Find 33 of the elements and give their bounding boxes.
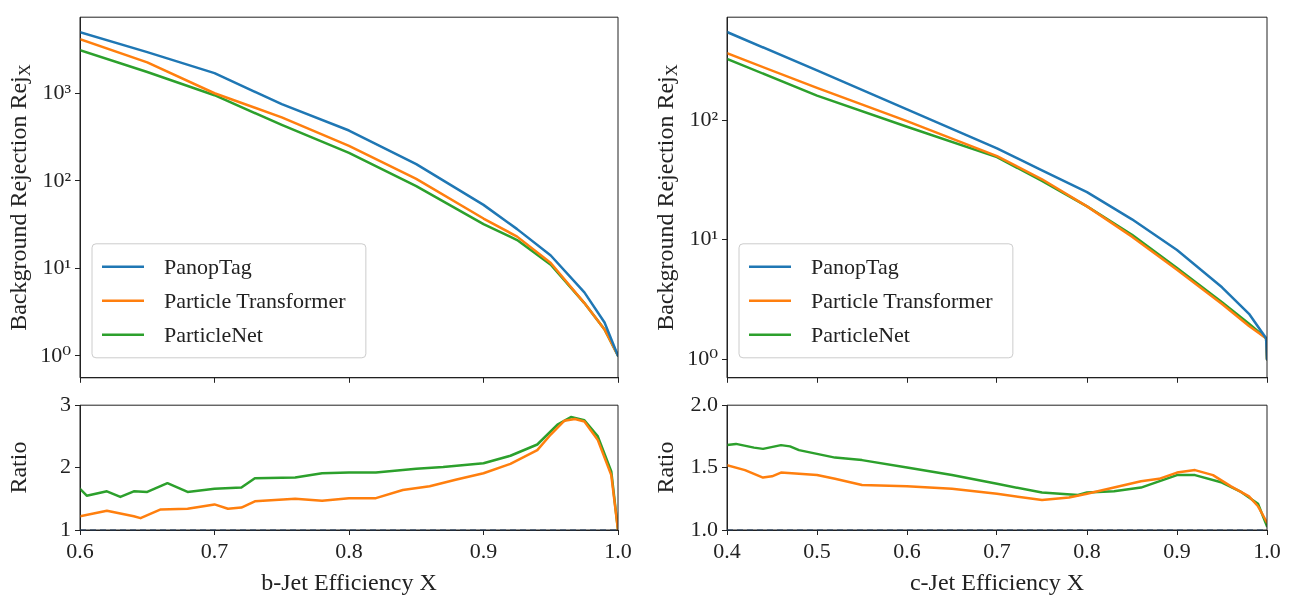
x-tick-label: 0.5 bbox=[803, 537, 831, 563]
x-tick-label: 0.9 bbox=[1163, 537, 1191, 563]
x-tick-label: 0.8 bbox=[335, 537, 363, 563]
legend-label: Particle Transformer bbox=[811, 287, 994, 313]
y-axis-title: Background Rejection RejX bbox=[652, 64, 682, 331]
y-tick-label: 2.0 bbox=[690, 390, 718, 416]
x-axis-title: b-Jet Efficiency X bbox=[261, 568, 437, 595]
y-tick-label: 3 bbox=[60, 390, 71, 416]
legend-label: PanopTag bbox=[811, 253, 899, 279]
x-tick-label: 0.7 bbox=[200, 537, 229, 563]
x-axis-title: c-Jet Efficiency X bbox=[909, 568, 1085, 595]
y-tick-label: 10⁰ bbox=[687, 345, 719, 371]
y-tick-label: 10² bbox=[689, 105, 719, 131]
y-tick-label: 10² bbox=[42, 166, 72, 192]
x-tick-label: 1.0 bbox=[604, 537, 632, 563]
y-axis-title: Background Rejection RejX bbox=[5, 64, 35, 331]
y-tick-label: 10¹ bbox=[42, 254, 71, 280]
legend-label: PanopTag bbox=[164, 253, 252, 279]
legend-label: Particle Transformer bbox=[164, 287, 347, 313]
y-tick-label: 10³ bbox=[42, 79, 72, 105]
y-tick-label: 2 bbox=[60, 453, 71, 479]
y-tick-label: 10⁰ bbox=[40, 341, 72, 367]
legend-label: ParticleNet bbox=[811, 321, 910, 347]
y-tick-label: 10¹ bbox=[689, 225, 718, 251]
y-axis-title: Ratio bbox=[652, 441, 679, 494]
x-tick-label: 0.9 bbox=[469, 537, 498, 563]
x-tick-label: 1.0 bbox=[1253, 537, 1281, 563]
y-axis-title: Ratio bbox=[5, 441, 32, 494]
y-tick-label: 1.5 bbox=[690, 453, 718, 479]
x-tick-label: 0.7 bbox=[983, 537, 1011, 563]
legend-label: ParticleNet bbox=[164, 321, 263, 347]
x-tick-label: 0.6 bbox=[893, 537, 921, 563]
x-tick-label: 0.8 bbox=[1073, 537, 1101, 563]
